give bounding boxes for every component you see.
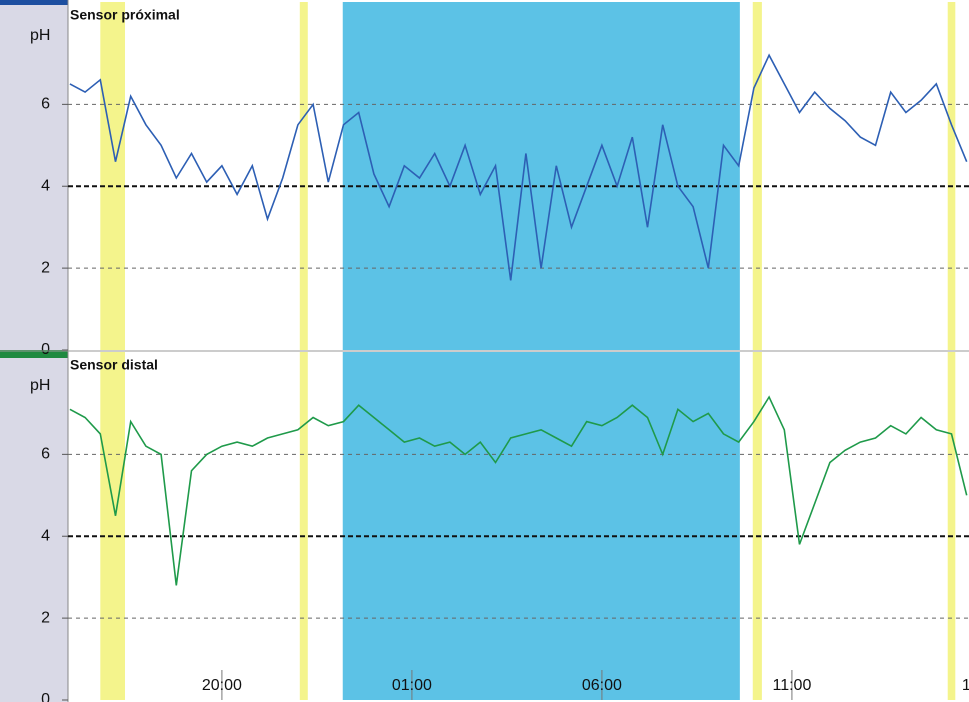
y-tick-label: 0 <box>41 341 50 358</box>
y-axis-label: pH <box>30 27 50 44</box>
y-tick-label: 6 <box>41 96 50 113</box>
ph-trace <box>69 53 968 281</box>
y-tick-label: 0 <box>41 691 50 702</box>
panel-marker <box>0 0 68 5</box>
y-axis-label: pH <box>30 377 50 394</box>
shaded-period <box>299 352 308 700</box>
y-tick-label: 6 <box>41 446 50 463</box>
shaded-period <box>299 2 308 350</box>
x-tick-label: 16:00 <box>962 677 969 694</box>
shaded-period <box>100 352 126 700</box>
shaded-period <box>100 2 126 350</box>
y-tick-label: 4 <box>41 177 50 194</box>
x-tick-label: 06:00 <box>582 677 622 694</box>
x-tick-label: 01:00 <box>392 677 432 694</box>
shaded-period <box>752 2 762 350</box>
panel-title: Sensor próximal <box>70 7 180 23</box>
panel-marker <box>0 350 68 358</box>
shaded-period <box>752 352 762 700</box>
shaded-period <box>342 352 740 700</box>
shaded-period <box>342 2 740 350</box>
panel-title: Sensor distal <box>70 357 158 373</box>
ph-trace <box>69 395 968 586</box>
y-tick-label: 2 <box>41 609 50 626</box>
shaded-period <box>947 352 956 700</box>
x-tick-label: 20:00 <box>202 677 242 694</box>
y-tick-label: 2 <box>41 259 50 276</box>
y-tick-label: 4 <box>41 527 50 544</box>
shaded-period <box>947 2 956 350</box>
x-tick-label: 11:00 <box>772 677 811 694</box>
